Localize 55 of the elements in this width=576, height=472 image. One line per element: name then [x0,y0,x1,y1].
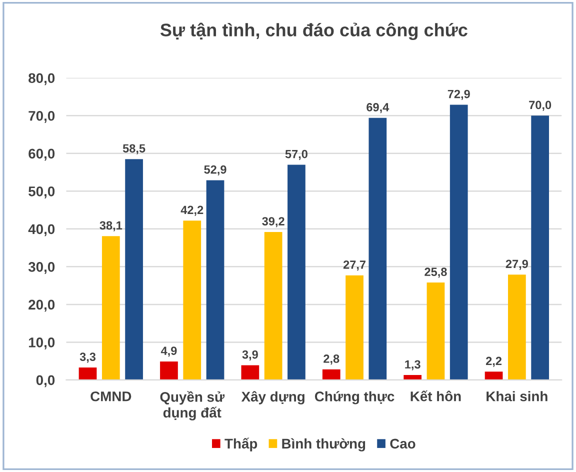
data-label: 2,8 [324,354,340,365]
bar [160,361,178,380]
data-label: 42,2 [180,206,204,216]
bar [404,375,422,380]
bar [484,372,503,380]
bar [508,274,526,380]
data-label: 4,9 [160,346,177,357]
data-label: 3,9 [242,350,258,360]
data-label: 25,8 [424,268,447,278]
bar [125,159,143,380]
x-tick-label: Quyền sử dụng đất [160,391,225,420]
bar [426,282,445,380]
data-label: 58,5 [122,144,146,154]
legend-label: Cao [390,438,416,449]
bar [102,236,120,380]
bar [241,365,260,380]
y-tick-label: 40,0 [28,224,55,236]
y-tick-label: 60,0 [28,148,55,161]
x-tick-label: Chứng thực [314,391,394,404]
x-tick-label: Khai sinh [486,391,548,402]
bar [531,116,550,380]
y-tick-label: 30,0 [28,262,55,274]
data-label: 39,2 [262,217,284,228]
chart-title: Sự tận tình, chu đáo của công chức [160,22,468,40]
data-label: 72,9 [448,90,470,100]
y-tick-label: 20,0 [28,300,55,312]
x-tick-label: Xây dựng [241,391,304,404]
bar [78,368,97,380]
bar [368,118,387,380]
bar [264,232,282,380]
y-tick-label: 10,0 [28,338,55,350]
data-label: 69,4 [366,103,390,114]
bar [206,180,224,380]
bar [183,220,202,380]
y-tick-label: 70,0 [28,110,55,123]
bar [322,369,340,380]
data-label: 70,0 [529,100,552,111]
legend-label: Thấp [224,438,258,452]
data-label: 27,7 [343,260,366,271]
x-tick-label: Kết hôn [410,390,461,402]
legend-label: Bình thường [282,438,366,452]
y-tick-label: 50,0 [28,186,55,198]
data-label: 38,1 [100,221,122,232]
bar [288,164,306,380]
data-label: 3,3 [80,352,96,363]
data-label: 1,3 [405,360,420,370]
bar [450,104,468,380]
data-label: 57,0 [285,150,308,160]
data-label: 52,9 [204,165,226,176]
data-label: 27,9 [506,260,528,270]
data-label: 2,2 [486,356,502,367]
y-tick-label: 80,0 [28,73,55,86]
y-tick-label: 0,0 [36,375,55,388]
x-tick-label: CMND [90,391,132,402]
bar [346,275,364,380]
